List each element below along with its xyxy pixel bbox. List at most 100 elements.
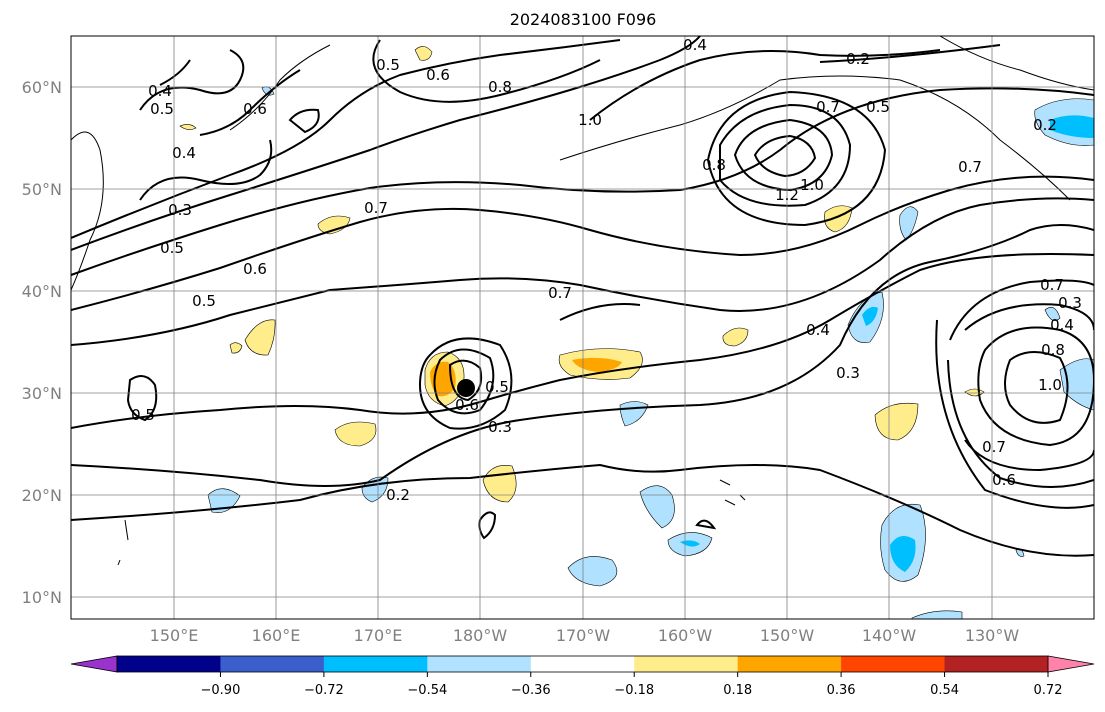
- lon-label: 140°W: [862, 626, 917, 645]
- contour-labels: 0.5 0.6 0.8 0.4 0.2 0.4 0.5 0.6 0.4 0.3 …: [131, 36, 1082, 504]
- colorbar-tick-label: 0.72: [1034, 683, 1063, 698]
- contour-label: 0.4: [1050, 316, 1074, 334]
- positive-patch: [229, 342, 243, 354]
- latitude-labels: 60°N 50°N 40°N 30°N 20°N 10°N: [22, 78, 62, 607]
- colorbar-tick-label: −0.18: [614, 683, 654, 698]
- colorbar-tick-label: 0.54: [930, 683, 959, 698]
- contour-label: 0.2: [1033, 116, 1057, 134]
- storm-center-marker: [457, 379, 475, 397]
- negative-patch: [1044, 307, 1061, 321]
- coastlines: [71, 36, 1094, 566]
- colorbar-extend-low: [70, 655, 118, 673]
- negative-patch-strong: [1050, 115, 1094, 138]
- contour-label: 0.8: [702, 156, 726, 174]
- contour-label: 0.5: [131, 406, 155, 424]
- lon-label: 170°W: [556, 626, 611, 645]
- contour-label: 0.3: [1058, 294, 1082, 312]
- contour-label: 0.4: [806, 321, 830, 339]
- contour-label: 0.2: [386, 486, 410, 504]
- contour-label: 0.8: [1041, 341, 1065, 359]
- positive-patch: [874, 402, 919, 441]
- lat-label: 20°N: [22, 486, 62, 505]
- positive-patch: [179, 124, 197, 130]
- lat-label: 30°N: [22, 384, 62, 403]
- contour-label: 0.2: [846, 50, 870, 68]
- colorbar-segment: [944, 656, 1049, 672]
- colorbar-tick-label: 0.36: [827, 683, 856, 698]
- contour-label: 0.5: [150, 100, 174, 118]
- positive-patch: [722, 327, 749, 347]
- positive-patch: [414, 46, 433, 61]
- lon-label: 160°E: [252, 626, 301, 645]
- negative-patch-strong: [890, 536, 916, 572]
- colorbar-segment: [427, 656, 532, 672]
- contour-label: 0.4: [683, 36, 707, 54]
- contour-label: 1.0: [800, 176, 824, 194]
- map-title: 2024083100 F096: [510, 10, 657, 29]
- lon-label: 130°W: [965, 626, 1020, 645]
- colorbar-segment: [530, 656, 635, 672]
- contour-label: 0.3: [836, 364, 860, 382]
- colorbar-segment: [323, 656, 428, 672]
- lat-label: 10°N: [22, 588, 62, 607]
- colorbar-tick-label: −0.90: [201, 683, 241, 698]
- negative-patch: [639, 485, 675, 529]
- contour-label: 0.6: [243, 100, 267, 118]
- contour-label: 0.5: [160, 239, 184, 257]
- map-frame: [70, 35, 1095, 620]
- shaded-anomalies: [179, 46, 1094, 619]
- contour-lines: [71, 36, 1094, 557]
- lon-label: 160°W: [658, 626, 713, 645]
- contour-label: 1.0: [1038, 376, 1062, 394]
- positive-patch: [244, 319, 276, 356]
- contour-label: 0.7: [958, 158, 982, 176]
- colorbar-tick-label: 0.18: [723, 683, 752, 698]
- negative-patch: [567, 556, 618, 587]
- contour-label: 0.8: [488, 78, 512, 96]
- contour-label: 0.5: [485, 378, 509, 396]
- lon-label: 180°W: [453, 626, 508, 645]
- contour-label: 0.6: [455, 396, 479, 414]
- longitude-labels: 150°E 160°E 170°E 180°W 170°W 160°W 150°…: [150, 626, 1020, 645]
- contour-label: 0.7: [982, 438, 1006, 456]
- colorbar-segment: [841, 656, 946, 672]
- negative-patch-strong: [862, 306, 878, 326]
- lon-label: 150°W: [760, 626, 815, 645]
- gridlines: [71, 36, 1094, 619]
- colorbar-tick-label: −0.72: [304, 683, 344, 698]
- positive-patch-strong: [572, 357, 622, 372]
- contour-label: 0.4: [148, 82, 172, 100]
- lon-label: 150°E: [150, 626, 199, 645]
- contour-label: 0.6: [992, 471, 1016, 489]
- negative-patch: [1059, 358, 1094, 411]
- colorbar-segment: [220, 656, 325, 672]
- colorbar-extend-high: [1047, 655, 1095, 673]
- contour-label: 0.3: [488, 418, 512, 436]
- contour-label: 0.5: [192, 292, 216, 310]
- contour-label: 0.7: [548, 284, 572, 302]
- map-panel: 0.5 0.6 0.8 0.4 0.2 0.4 0.5 0.6 0.4 0.3 …: [71, 36, 1094, 619]
- contour-label: 0.6: [243, 260, 267, 278]
- colorbar-tick-label: −0.54: [407, 683, 447, 698]
- contour-label: 0.4: [172, 144, 196, 162]
- colorbar-segment: [117, 656, 221, 672]
- lat-label: 60°N: [22, 78, 62, 97]
- colorbar-segment: [634, 656, 739, 672]
- contour-label: 0.5: [866, 98, 890, 116]
- colorbar-frame: [116, 655, 1049, 673]
- contour-label: 0.7: [1040, 276, 1064, 294]
- contour-label: 0.6: [426, 66, 450, 84]
- lat-label: 50°N: [22, 180, 62, 199]
- contour-label: 0.3: [168, 201, 192, 219]
- colorbar-segment: [737, 656, 842, 672]
- contour-label: 0.7: [364, 199, 388, 217]
- contour-label: 0.7: [816, 98, 840, 116]
- contour-label: 0.5: [376, 56, 400, 74]
- lat-label: 40°N: [22, 282, 62, 301]
- positive-patch: [334, 421, 377, 447]
- lon-label: 170°E: [354, 626, 403, 645]
- positive-patch: [317, 215, 351, 235]
- contour-label: 1.0: [578, 111, 602, 129]
- colorbar: −0.90 −0.72 −0.54 −0.36 −0.18 0.18 0.36 0.54 0.7…: [70, 655, 1095, 698]
